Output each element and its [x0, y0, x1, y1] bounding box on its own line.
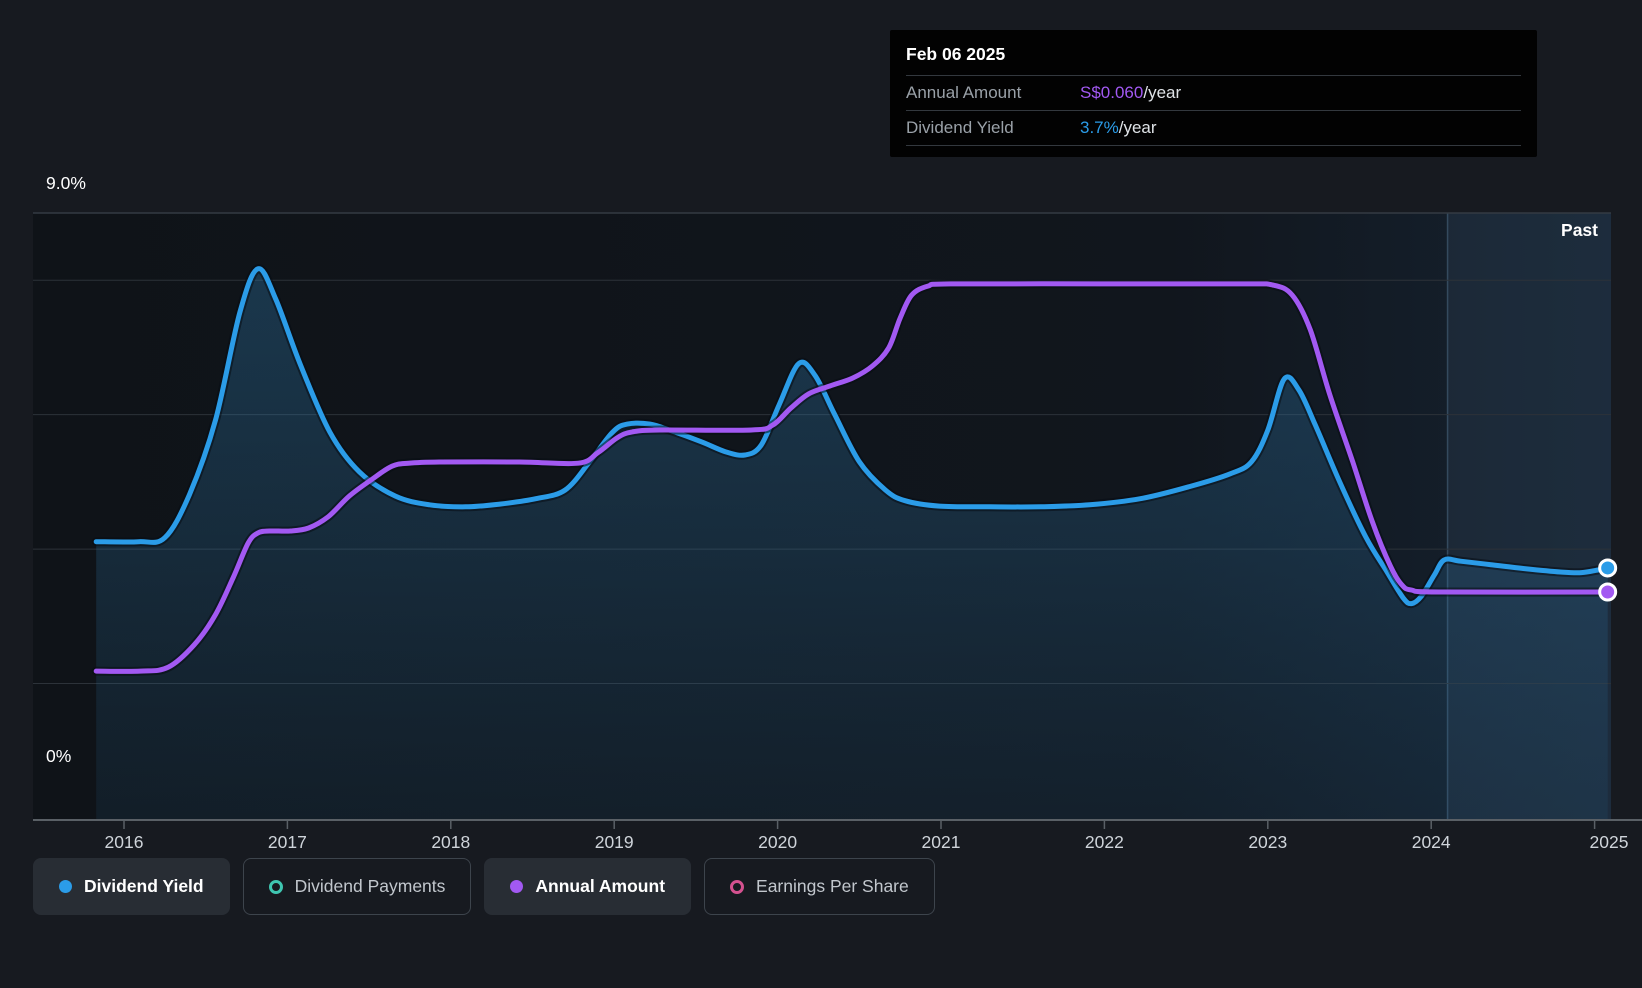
- dividend-yield-dot-icon: [59, 880, 72, 893]
- legend-button-earnings-per-share[interactable]: Earnings Per Share: [704, 858, 935, 915]
- earnings-per-share-ring-icon: [730, 879, 745, 894]
- x-tick-label-2022: 2022: [1084, 832, 1124, 852]
- x-tick-label-2023: 2023: [1248, 832, 1288, 852]
- tooltip-label: Dividend Yield: [906, 118, 1014, 137]
- dividend-yield-endpoint-marker: [1598, 558, 1618, 578]
- dividend-yield-area: [96, 268, 1608, 820]
- legend-button-dividend-yield[interactable]: Dividend Yield: [33, 858, 230, 915]
- dividend-payments-ring-icon: [268, 879, 283, 894]
- tooltip-label: Annual Amount: [906, 83, 1022, 102]
- annual-amount-line: [93, 281, 1611, 674]
- x-tick-label-2017: 2017: [267, 832, 307, 852]
- tooltip-value-annual-amount: S$0.060: [1080, 83, 1144, 102]
- tooltip-row-annual-amount: Annual Amount S$0.060/year: [906, 75, 1521, 110]
- x-tick-label-2024: 2024: [1411, 832, 1451, 852]
- x-tick-label-2025: 2025: [1589, 832, 1629, 852]
- chart-legend: Dividend Yield Dividend Payments Annual …: [33, 858, 935, 915]
- chart-tooltip: Feb 06 2025 Annual Amount S$0.060/year D…: [890, 30, 1537, 157]
- legend-label: Annual Amount: [535, 876, 666, 896]
- annual-amount-endpoint-marker: [1598, 582, 1618, 602]
- y-axis-min-label: 0%: [46, 746, 72, 766]
- x-tick-label-2020: 2020: [758, 832, 798, 852]
- past-region-label: Past: [1561, 220, 1598, 240]
- y-axis-max-label: 9.0%: [46, 173, 86, 193]
- annual-amount-dot-icon: [510, 880, 524, 893]
- x-tick-label-2018: 2018: [431, 832, 471, 852]
- legend-button-annual-amount[interactable]: Annual Amount: [484, 858, 692, 915]
- tooltip-row-dividend-yield: Dividend Yield 3.7%/year: [906, 110, 1521, 146]
- legend-label: Earnings Per Share: [756, 876, 909, 896]
- dividend-yield-line: [93, 266, 1611, 607]
- legend-button-dividend-payments[interactable]: Dividend Payments: [242, 858, 472, 915]
- x-tick-label-2016: 2016: [104, 832, 144, 852]
- x-tick-label-2019: 2019: [594, 832, 634, 852]
- tooltip-suffix: /year: [1143, 83, 1182, 102]
- legend-label: Dividend Payments: [294, 876, 446, 896]
- tooltip-suffix: /year: [1118, 118, 1157, 137]
- x-axis-labels: 2016 2017 2018 2019 2020 2021 2022 2023 2024 2025: [0, 832, 1642, 862]
- x-tick-label-2021: 2021: [921, 832, 961, 852]
- legend-label: Dividend Yield: [84, 876, 204, 896]
- tooltip-date: Feb 06 2025: [906, 44, 1006, 64]
- tooltip-value-dividend-yield: 3.7%: [1080, 118, 1119, 137]
